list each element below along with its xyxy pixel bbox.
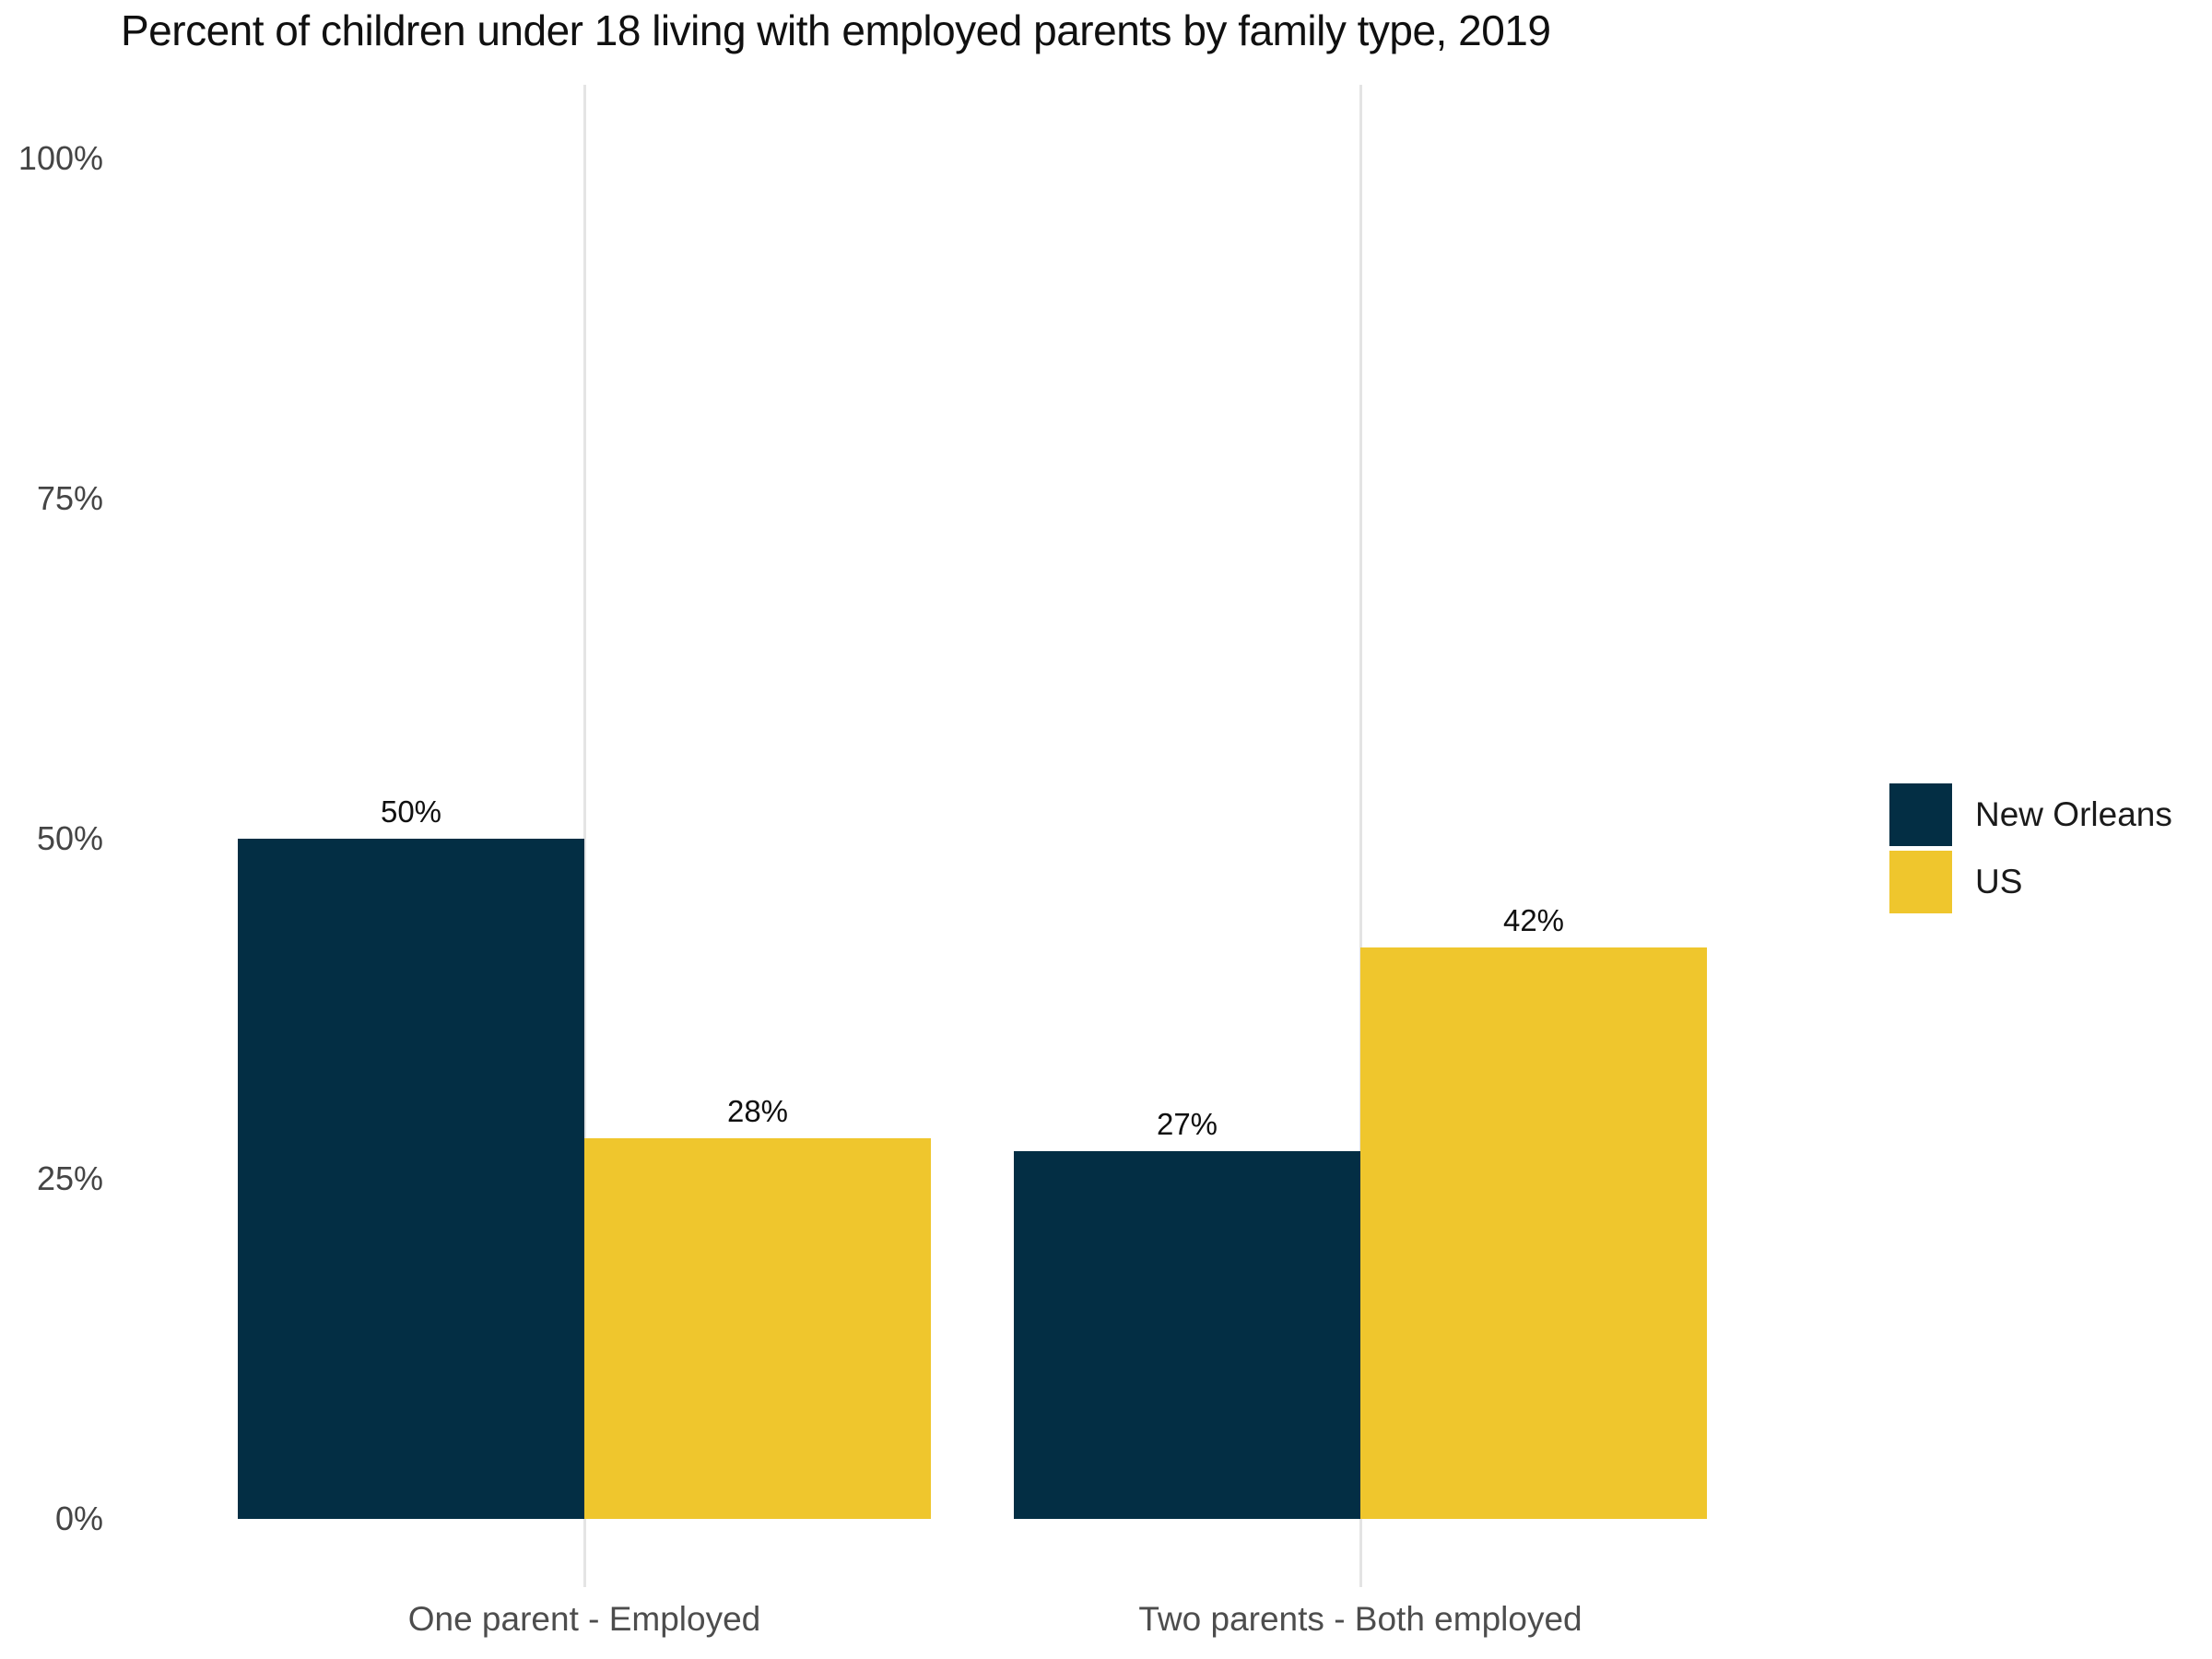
- legend-label-new-orleans: New Orleans: [1975, 795, 2172, 833]
- legend-swatch-new-orleans: [1889, 783, 1952, 846]
- legend-item-us: US: [1889, 851, 2172, 913]
- y-axis-tick-label-0: 0%: [54, 1500, 103, 1537]
- bar-value-label-us-one-parent-employed: 28%: [726, 1093, 789, 1128]
- legend-item-new-orleans: New Orleans: [1889, 783, 2172, 846]
- x-axis-label-one-parent-employed: One parent - Employed: [407, 1600, 761, 1638]
- bar-value-label-new-orleans-one-parent-employed: 50%: [380, 794, 442, 829]
- y-axis-tick-label-25: 25%: [36, 1159, 103, 1197]
- y-axis-tick-label-75: 75%: [36, 479, 103, 517]
- category-gridline-one-parent-employed: [582, 85, 586, 1587]
- legend-label-us: US: [1975, 863, 2023, 900]
- legend-swatch-us: [1889, 851, 1952, 913]
- chart-title: Percent of children under 18 living with…: [121, 6, 1551, 54]
- x-axis-label-two-parents-both-employed: Two parents - Both employed: [1138, 1600, 1583, 1638]
- bar-new-orleans-one-parent-employed: [238, 839, 584, 1519]
- bar-value-label-us-two-parents-both-employed: 42%: [1502, 903, 1565, 938]
- bar-value-label-new-orleans-two-parents-both-employed: 27%: [1156, 1107, 1218, 1142]
- y-axis-tick-label-100: 100%: [18, 139, 103, 177]
- y-axis-tick-label-50: 50%: [36, 819, 103, 857]
- legend: New Orleans US: [1889, 783, 2172, 913]
- bar-new-orleans-two-parents-both-employed: [1014, 1151, 1360, 1519]
- bar-us-two-parents-both-employed: [1360, 947, 1707, 1519]
- bar-us-one-parent-employed: [584, 1137, 931, 1519]
- category-gridline-two-parents-both-employed: [1359, 85, 1362, 1587]
